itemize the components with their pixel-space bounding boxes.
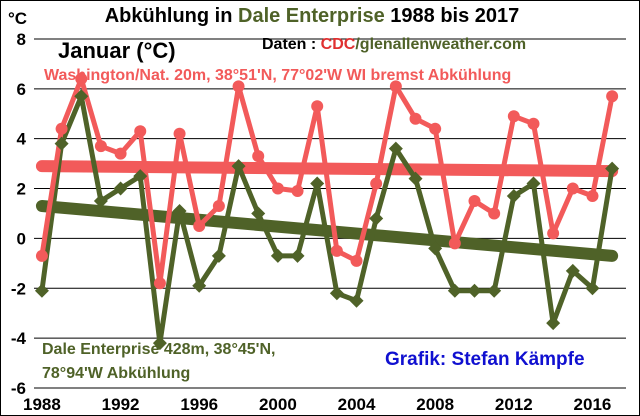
dale-point [54,136,69,151]
x-tick-label: 2000 [259,395,297,414]
x-tick-labels: 1988 1992 1996 2000 2004 2008 2012 2016 [23,395,611,414]
y-tick-label: 8 [17,30,26,49]
washington-point [153,277,166,290]
source-website: /glenallenweather.com [355,36,526,53]
dale-point [152,336,167,351]
y-tick-label: 0 [17,229,26,248]
dale-point [408,171,423,186]
washington-point [55,122,68,135]
x-tick-label: 2016 [574,395,612,414]
dale-point [369,211,384,226]
washington-point [252,150,265,163]
washington-point [271,182,284,195]
dale-point [133,169,148,184]
dale-point [211,248,226,263]
series-markers [34,72,620,351]
dale-point [192,278,207,293]
dale-point [605,161,620,176]
y-tick-label: -6 [11,379,26,398]
y-tick-label: 4 [17,130,27,149]
x-tick-label: 2004 [338,395,376,414]
dale-point [231,159,246,174]
x-tick-label: 1988 [23,395,61,414]
washington-point [291,185,304,198]
washington-point [330,244,343,257]
washington-point [448,237,461,250]
title-part-3: 1988 bis 2017 [385,5,520,27]
dale-point [487,283,502,298]
washington-point [488,207,501,220]
chart-title: Abkühlung in Dale Enterprise 1988 bis 20… [105,5,520,27]
dale-point [506,189,521,204]
washington-point [468,195,481,208]
washington-point [114,147,127,160]
washington-point [547,227,560,240]
x-tick-label: 2008 [416,395,454,414]
washington-point [370,177,383,190]
dale-point [467,283,482,298]
washington-point [527,117,540,130]
dale-point [329,286,344,301]
washington-point [429,122,442,135]
dale-point [74,89,89,104]
washington-point [586,190,599,203]
dale-point [349,293,364,308]
washington-point [566,182,579,195]
dale-point [290,248,305,263]
washington-point [173,127,186,140]
dale-point [172,203,187,218]
washington-point [212,200,225,212]
washington-point [75,72,88,85]
credit-label: Grafik: Stefan Kämpfe [385,349,585,370]
dale-point [251,206,266,221]
source-cdc: CDC [321,36,356,53]
dale-point [388,141,403,156]
y-tick-label: 2 [17,180,26,199]
dale-point [526,176,541,191]
dale-point [585,281,600,296]
y-unit-label: °C [8,9,27,28]
dale-annotation-line-1: Dale Enterprise 428m, 38°45'N, [42,341,275,358]
y-tick-label: -2 [11,279,26,298]
source-label: Daten : CDC/glenallenweather.com [262,36,526,53]
title-station: Dale Enterprise [238,5,385,27]
dale-point [270,248,285,263]
dale-point [310,176,325,191]
y-tick-label: 6 [17,80,26,99]
washington-annotation: Washington/Nat. 20m, 38°51'N, 77°02'W WI… [44,67,511,84]
washington-point [232,80,245,93]
dale-point [546,316,561,331]
dale-annotation-line-2: 78°94'W Abkühlung [42,365,190,382]
washington-point [507,110,520,123]
title-part-1: Abkühlung in [105,5,238,27]
dale-point [93,194,108,209]
chart-subtitle: Januar (°C) [58,38,176,63]
x-tick-label: 1996 [180,395,218,414]
source-part-1: Daten : [262,36,321,53]
y-tick-label: -4 [11,329,27,348]
x-tick-label: 2012 [495,395,533,414]
washington-point [606,90,619,103]
washington-point [134,125,147,138]
washington-point [94,140,107,153]
dale-point [447,283,462,298]
dale-point [34,283,49,298]
washington-point [311,100,324,113]
washington-point [350,254,363,267]
dale-point [565,263,580,278]
washington-point [409,112,422,125]
x-tick-label: 1992 [102,395,140,414]
washington-point [389,80,402,93]
dale-point [428,241,443,256]
washington-point [35,249,48,262]
dale-point [113,181,128,196]
washington-point [193,219,206,232]
y-tick-labels: -6 -4 -2 0 2 4 6 8 [11,30,27,398]
